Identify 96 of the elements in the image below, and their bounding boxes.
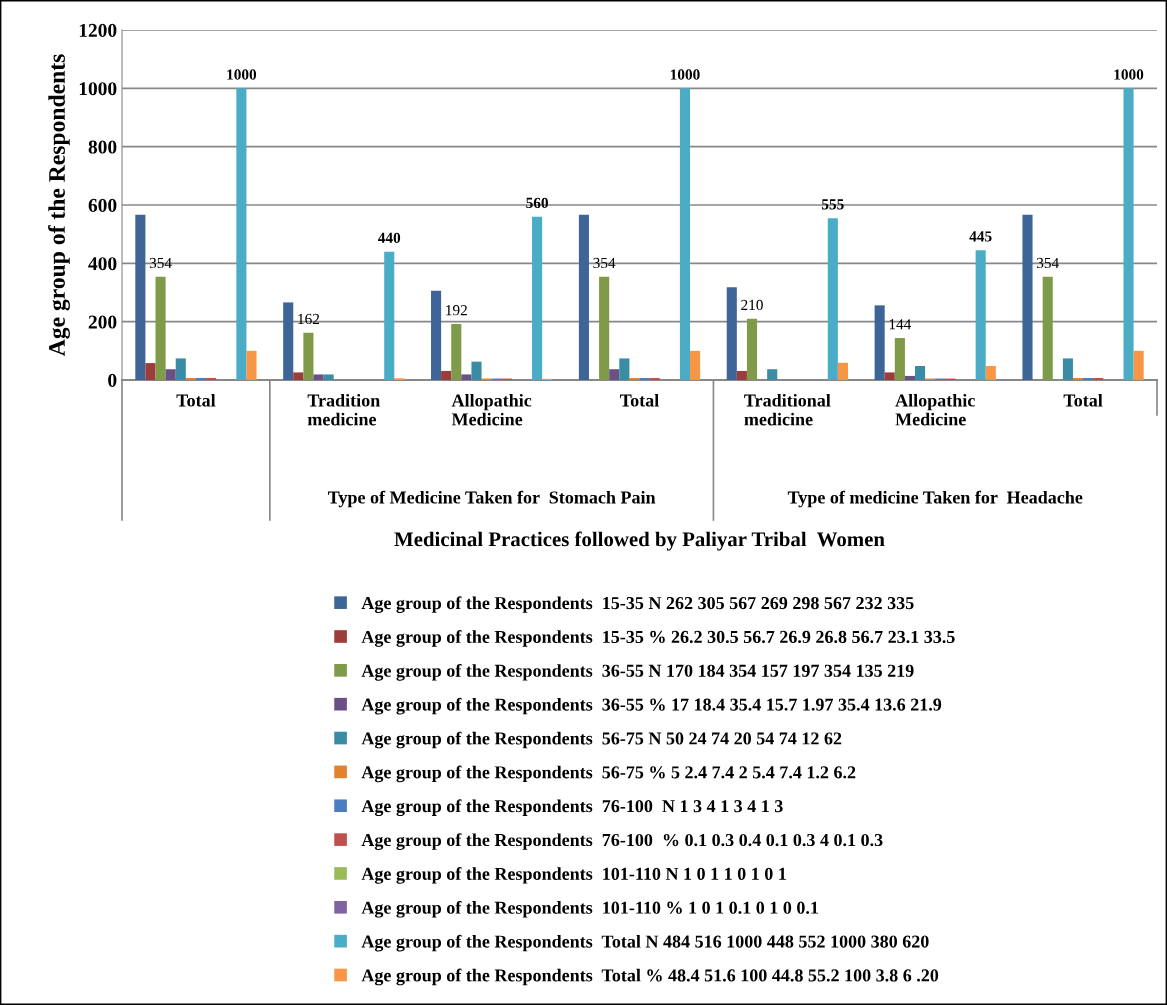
text: Medicinal Practices followed by Paliyar Tribal Women	[394, 531, 885, 551]
legend-label: Age group of the Respondents 15-35 % 26.2 30.5 56.7 26.9 26.8 56.7 23.1 33.5	[361, 630, 955, 647]
bar	[578, 214, 589, 380]
data-label: 354	[149, 257, 172, 269]
data-label: 440	[378, 232, 401, 244]
text: Type of medicine Taken for Headache	[787, 490, 1083, 508]
bar	[915, 366, 926, 380]
bar	[283, 302, 294, 380]
bar	[985, 366, 996, 380]
x-tick-label: Total	[176, 393, 216, 407]
bar	[609, 369, 620, 380]
bar	[894, 338, 905, 380]
x-tick-label: Tradition medicine	[307, 393, 380, 426]
legend-label: Age group of the Respondents 76-100 N 1 3 4 1 3 4 1 3	[361, 799, 783, 817]
data-label: 560	[526, 197, 548, 209]
bar	[1022, 214, 1033, 380]
x-tick-label: Traditional medicine	[744, 393, 831, 426]
bar	[767, 369, 778, 380]
data-label: 1000	[670, 69, 700, 80]
legend-label: Age group of the Respondents 101-110 % 1 0 1 0.1 0 1 0 0.1	[361, 900, 819, 918]
bar	[679, 88, 691, 380]
bar	[532, 216, 543, 380]
x-tick-label: Total	[1063, 393, 1103, 407]
bar	[206, 377, 217, 380]
legend-label: Age group of the Respondents 36-55 N 170 184 354 157 197 354 135 219	[361, 663, 914, 681]
y-tick-label: 200	[88, 315, 117, 329]
legend-label: Age group of the Respondents 36-55 % 17 18.4 35.4 15.7 1.97 35.4 13.6 21.9	[361, 697, 942, 715]
y-tick-label: 1200	[79, 23, 117, 37]
y-tick-label: 800	[88, 140, 117, 154]
bar	[1123, 88, 1134, 380]
y-tick-label: 600	[88, 198, 117, 212]
bar	[837, 362, 848, 380]
bar	[384, 251, 395, 380]
data-label: 354	[1036, 257, 1059, 269]
bar	[246, 350, 257, 380]
bar	[690, 350, 701, 380]
legend-label: Age group of the Respondents 76-100 % 0.1 0.3 0.4 0.1 0.3 4 0.1 0.3	[361, 833, 883, 850]
data-label: 1000	[1114, 69, 1144, 80]
legend-label: Age group of the Respondents Total N 484 516 1000 448 552 1000 380 620	[361, 934, 929, 952]
y-axis-title: Age group of the Respondents	[48, 54, 70, 357]
bar	[619, 358, 630, 380]
bar	[441, 370, 452, 380]
bar	[1042, 276, 1053, 380]
bar	[431, 290, 442, 380]
bar	[827, 218, 838, 380]
data-label: 210	[741, 299, 763, 311]
bar	[195, 377, 207, 380]
y-tick-label: 1000	[79, 82, 117, 96]
bar	[1133, 350, 1144, 380]
bar	[1083, 377, 1094, 380]
data-label: 162	[298, 313, 320, 325]
bar	[165, 369, 176, 380]
bar	[313, 374, 324, 380]
y-tick-label: 400	[88, 257, 117, 271]
bar	[726, 287, 737, 380]
bar	[323, 374, 334, 380]
bar	[185, 377, 196, 380]
bar	[884, 372, 895, 380]
legend-label: Age group of the Respondents 15-35 N 262 305 567 269 298 567 232 335	[361, 596, 914, 613]
data-label: 354	[593, 257, 616, 269]
bar	[471, 361, 482, 380]
bar	[303, 332, 314, 380]
data-label: 192	[446, 305, 467, 316]
bar	[461, 374, 472, 380]
bar	[155, 276, 166, 380]
x-tick-label: Allopathic Medicine	[451, 393, 532, 426]
text: Type of Medicine Taken for Stomach Pain	[327, 490, 656, 508]
legend-label: Age group of the Respondents 101-110 N 1 0 1 1 0 1 0 1	[361, 867, 786, 884]
bar	[451, 324, 462, 380]
x-tick-label: Allopathic Medicine	[895, 393, 975, 426]
bar	[975, 250, 986, 380]
bar	[904, 375, 916, 380]
bar	[649, 377, 660, 380]
data-label: 445	[969, 231, 992, 242]
bar	[236, 88, 247, 380]
bar	[599, 276, 610, 380]
bar	[639, 377, 650, 380]
x-tick-label: Total	[620, 393, 659, 407]
y-tick-label: 0	[108, 373, 117, 387]
data-label: 144	[889, 319, 912, 330]
bar	[135, 214, 146, 380]
data-label: 1000	[227, 69, 257, 80]
bar	[874, 305, 885, 380]
legend-label: Age group of the Respondents 56-75 % 5 2.4 7.4 2 5.4 7.4 1.2 6.2	[361, 765, 856, 783]
bar	[1062, 358, 1073, 380]
bar	[629, 377, 640, 380]
legend-label: Age group of the Respondents 56-75 N 50 24 74 20 54 74 12 62	[361, 731, 842, 749]
bar	[175, 358, 186, 380]
bar	[736, 370, 747, 380]
bar	[1093, 377, 1104, 380]
bar	[145, 363, 156, 380]
legend-label: Age group of the Respondents Total % 48.4 51.6 100 44.8 55.2 100 3.8 6 .20	[361, 968, 939, 986]
bar	[293, 372, 304, 380]
bar	[746, 318, 758, 380]
bar	[1072, 377, 1084, 380]
data-label: 555	[821, 199, 844, 210]
